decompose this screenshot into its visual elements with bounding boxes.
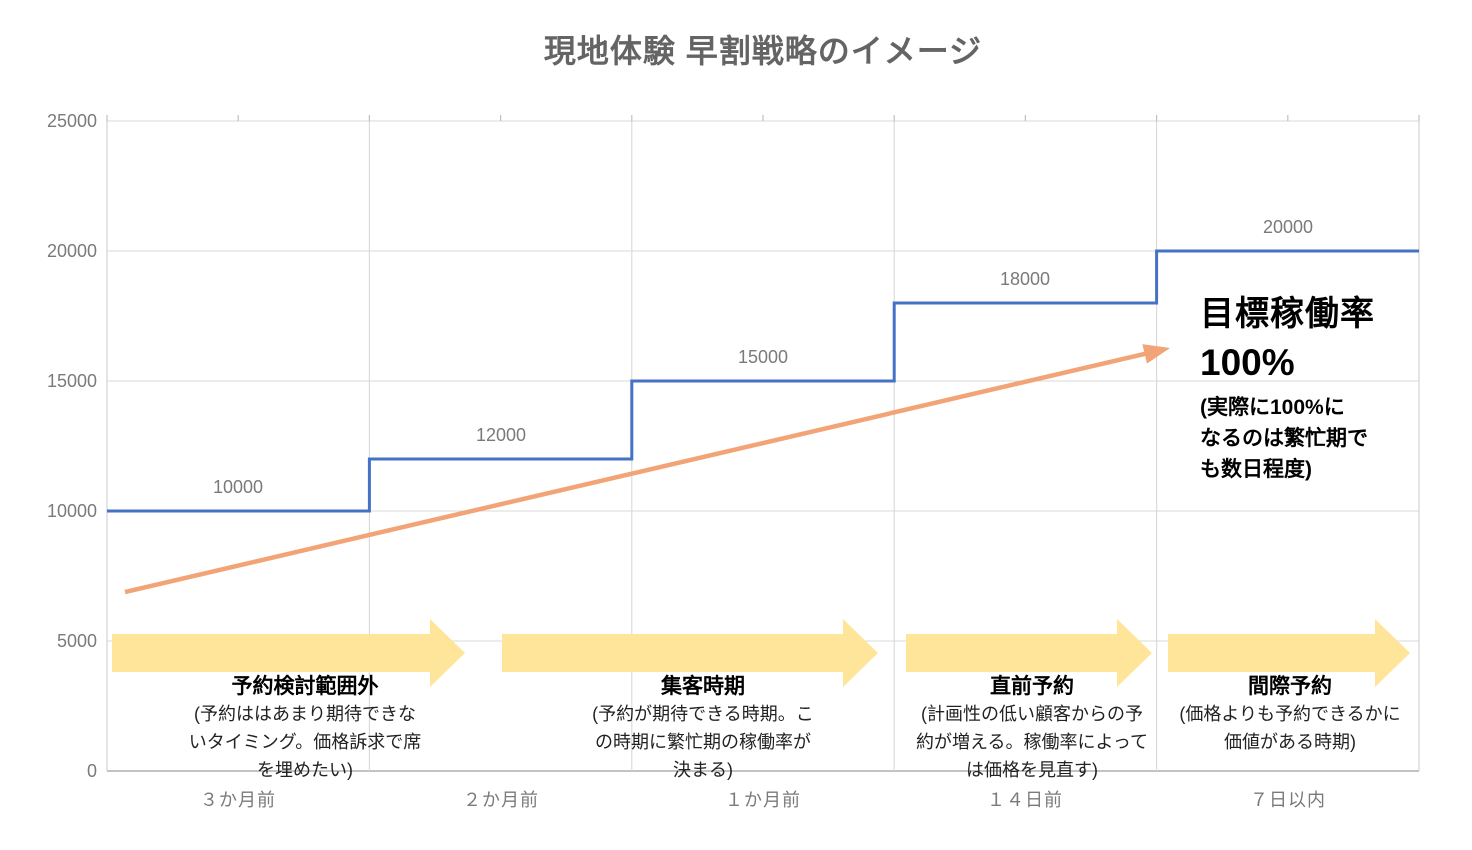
x-axis-tick-label: １４日前 bbox=[987, 790, 1063, 810]
phase-title: 予約検討範囲外 bbox=[231, 675, 379, 698]
phase-title: 集客時期 bbox=[661, 675, 745, 698]
phase-desc-line: 決まる) bbox=[673, 760, 733, 780]
x-axis-tick-label: ３か月前 bbox=[200, 790, 276, 810]
y-axis-tick-label: 25000 bbox=[46, 111, 97, 131]
phase-desc-line: (計画性の低い顧客からの予 bbox=[921, 704, 1143, 724]
y-axis-tick-label: 15000 bbox=[46, 371, 97, 391]
phase-label-block: 集客時期 (予約が期待できる時期。こ の時期に繁忙期の稼働率が 決まる) bbox=[563, 674, 843, 784]
phase-arrow bbox=[112, 619, 465, 687]
phase-desc-line: の時期に繁忙期の稼働率が bbox=[595, 732, 811, 752]
y-axis-tick-label: 0 bbox=[86, 761, 97, 781]
callout-note-line: も数日程度) bbox=[1200, 458, 1312, 481]
y-axis-tick-label: 20000 bbox=[46, 241, 97, 261]
y-axis-tick-label: 10000 bbox=[46, 501, 97, 521]
x-axis-tick-label: １か月前 bbox=[725, 790, 801, 810]
data-label: 12000 bbox=[475, 425, 527, 445]
phase-label-block: 予約検討範囲外 (予約ははあまり期待できな いタイミング。価格訴求で席 を埋めた… bbox=[165, 674, 445, 784]
y-axis-tick-label: 5000 bbox=[56, 631, 97, 651]
phase-label-block: 間際予約 (価格よりも予約できるかに 価値がある時期) bbox=[1145, 674, 1435, 756]
target-trend-arrow-shaft bbox=[124, 351, 1148, 595]
callout-title: 目標稼働率 bbox=[1200, 295, 1375, 333]
callout-value: 100% bbox=[1200, 342, 1295, 383]
data-label: 10000 bbox=[212, 477, 264, 497]
callout-note-line: (実際に100%に bbox=[1200, 396, 1345, 419]
target-trend-arrow-head bbox=[1142, 344, 1170, 364]
phase-desc-line: (予約が期待できる時期。こ bbox=[592, 704, 814, 724]
data-label: 20000 bbox=[1262, 217, 1314, 237]
phase-desc-line: 価値がある時期) bbox=[1224, 732, 1356, 752]
phase-label-block: 直前予約 (計画性の低い顧客からの予 約が増える。稼働率によって は価格を見直す… bbox=[876, 674, 1188, 784]
phase-desc-line: を埋めたい) bbox=[257, 760, 353, 780]
x-axis-tick-label: ２か月前 bbox=[463, 790, 539, 810]
chart-title: 現地体験 早割戦略のイメージ bbox=[543, 33, 983, 69]
phase-desc-line: (予約ははあまり期待できな bbox=[194, 704, 416, 724]
phase-title: 間際予約 bbox=[1248, 675, 1332, 698]
price-step-line bbox=[107, 249, 1419, 513]
callout-note-line: なるのは繁忙期で bbox=[1200, 427, 1368, 450]
phase-desc-line: 約が増える。稼働率によって bbox=[915, 732, 1149, 752]
data-label: 18000 bbox=[999, 269, 1051, 289]
phase-desc-line: は価格を見直す) bbox=[966, 760, 1098, 780]
phase-arrow bbox=[1168, 619, 1410, 687]
target-occupancy-callout: 目標稼働率 100% (実際に100%に なるのは繁忙期で も数日程度) bbox=[1200, 296, 1455, 485]
phase-desc-line: (価格よりも予約できるかに bbox=[1179, 704, 1401, 724]
x-axis-tick-label: ７日以内 bbox=[1250, 790, 1326, 810]
data-label: 15000 bbox=[737, 347, 789, 367]
phase-arrow bbox=[906, 619, 1152, 687]
phase-title: 直前予約 bbox=[990, 675, 1074, 698]
callout-note: (実際に100%に なるのは繁忙期で も数日程度) bbox=[1200, 392, 1455, 485]
phase-arrow bbox=[502, 619, 878, 687]
phase-desc-line: いタイミング。価格訴求で席 bbox=[188, 732, 422, 752]
